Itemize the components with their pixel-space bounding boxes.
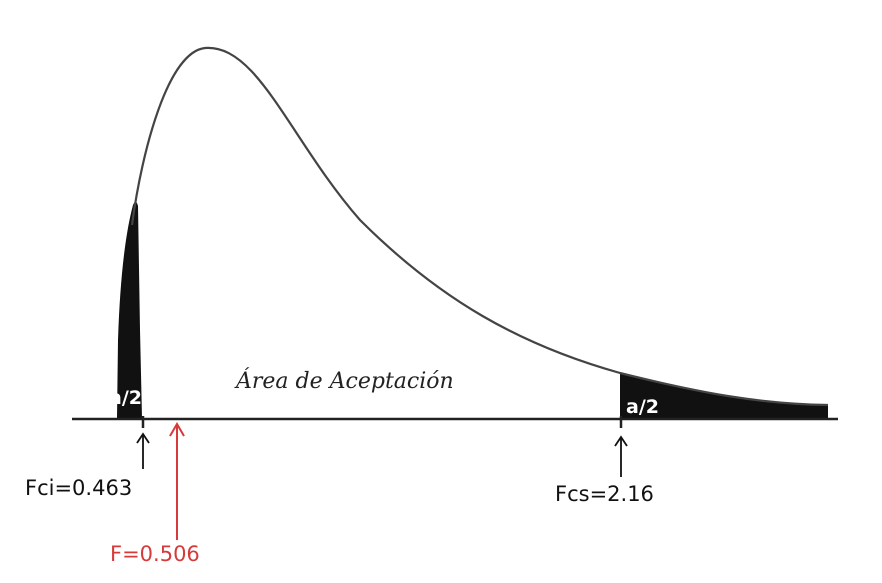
left-tail-label: a/2: [109, 387, 142, 409]
acceptance-area-label: Área de Aceptación: [234, 367, 454, 394]
right-tail-label: a/2: [626, 396, 659, 418]
upper-critical-label: Fcs=2.16: [555, 482, 654, 506]
upper-critical-arrow: [614, 435, 628, 477]
statistic-arrow: [169, 422, 185, 540]
statistic-label: F=0.506: [110, 542, 200, 566]
left-tail-region: [117, 201, 142, 418]
density-curve: [130, 46, 829, 407]
lower-critical-label: Fci=0.463: [25, 476, 132, 500]
lower-critical-arrow: [136, 432, 150, 469]
